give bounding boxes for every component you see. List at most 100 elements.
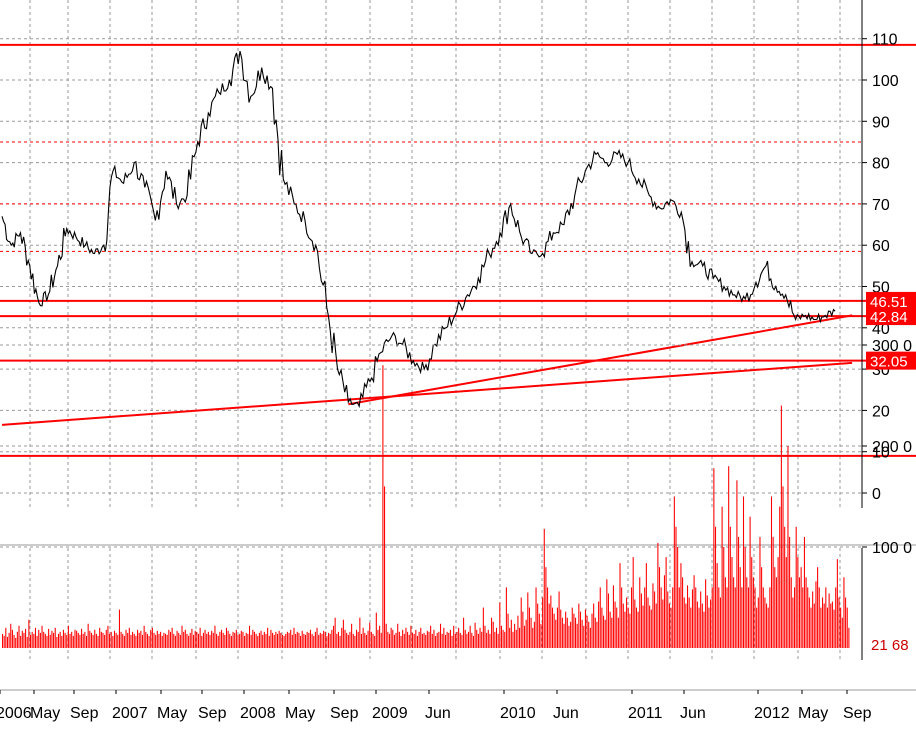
volume-bar [242,631,244,648]
volume-bar [64,632,66,648]
volume-bar [72,635,74,648]
volume-bar [359,617,361,648]
volume-bar [701,603,703,648]
volume-bar [6,636,9,648]
volume-bar [344,629,346,648]
volume-bar [48,628,50,648]
volume-bar [710,599,712,648]
volume-bar [640,593,642,648]
volume-bar [818,587,820,648]
volume-bar [155,634,157,648]
volume-bar [125,629,127,648]
volume-bar [89,630,91,648]
volume-bar [802,587,804,648]
volume-bar [324,631,326,648]
price-trendline [1,361,853,426]
volume-bar [502,629,504,648]
volume-panel: 100 0 200 0 300 0 21 68 [0,338,912,660]
volume-bar [382,365,384,648]
volume-bar [698,607,700,648]
volume-bar [160,631,162,648]
volume-bar [479,627,481,648]
volume-bar [499,602,501,648]
volume-bar [611,617,613,648]
volume-bar [211,630,213,648]
volume-bar [224,634,226,648]
volume-bar [657,542,659,648]
volume-bar [823,603,825,648]
volume-bar [413,633,415,648]
volume-bar [438,631,440,648]
volume-bar [11,629,13,648]
volume-bar [476,629,478,648]
volume-bar [3,635,5,648]
volume-bar [337,631,339,648]
volume-bar [820,607,822,648]
volume-bar [757,597,759,648]
volume-bar [43,631,45,648]
volume-bar [87,623,89,648]
volume-bar [548,603,550,648]
volume-bar [133,633,135,648]
volume-bar [634,599,636,648]
volume-bar [830,603,832,648]
volume-bar [672,587,674,648]
volume-bar [494,631,496,648]
volume-bar [629,613,631,648]
volume-bar [8,632,10,648]
volume-bar [772,536,774,648]
volume-bar [471,632,473,648]
volume-bar [92,634,94,648]
volume-bar [685,603,687,648]
volume-bar [202,632,204,648]
volume-bar [647,597,649,648]
volume-bar [435,635,437,648]
volume-bar [713,468,715,648]
volume-bar [556,607,558,648]
volume-bar [46,635,48,648]
volume-bar [507,613,509,648]
volume-bar [107,625,109,648]
volume-bar [723,547,725,648]
volume-bar [102,632,104,648]
volume-bar [412,632,414,648]
volume-bar [150,629,152,648]
price-y-tick-label: 80 [872,156,890,173]
volume-bar [56,636,58,648]
volume-bar [678,587,680,648]
volume-bar [751,557,753,648]
price-y-tick-label: 70 [872,197,890,214]
volume-bar [113,630,116,648]
volume-bar [626,597,628,648]
volume-bar [481,631,483,648]
volume-bar [308,632,310,648]
volume-bar [146,633,148,648]
volume-bar [535,587,537,648]
volume-bar [631,587,633,648]
volume-bar [183,631,185,648]
volume-bar [668,603,670,648]
volume-bar [408,634,410,648]
volume-bar [495,627,498,648]
x-tick-label: Jun [680,705,706,722]
x-tick-label: 2009 [372,705,408,722]
volume-bar [156,630,158,648]
volume-bar [467,631,470,648]
volume-bar [497,633,499,648]
volume-bar [520,597,522,648]
volume-bar [486,632,488,648]
volume-bar [654,591,656,648]
volume-bar [148,635,150,648]
volume-bar [235,629,237,648]
volume-bar [825,587,827,648]
volume-bar [797,557,799,648]
volume-bar [454,633,456,648]
volume-bar [367,630,369,648]
volume-bar [601,607,603,648]
volume-bar [221,629,223,648]
volume-bar [616,607,618,648]
volume-bar [532,627,534,648]
volume-bar [690,607,692,648]
volume-bar [662,599,664,648]
volume-bar [632,557,634,648]
